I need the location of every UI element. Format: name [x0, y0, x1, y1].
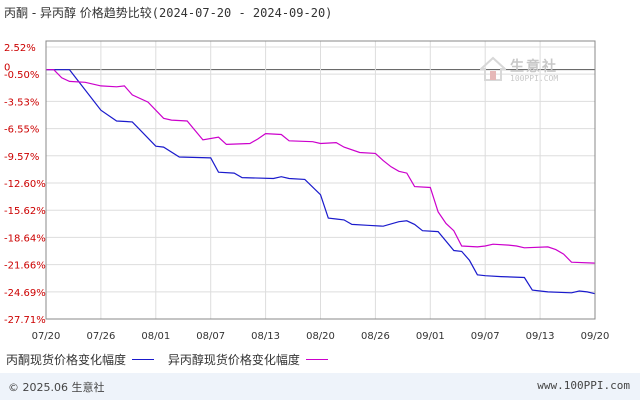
footer-copyright: © 2025.06 生意社	[8, 381, 105, 394]
y-tick-label: -0.50%	[4, 70, 39, 81]
watermark-logo: 生意社 100PPI.COM	[480, 54, 580, 88]
footer-website-link[interactable]: www.100PPI.com	[537, 379, 630, 392]
x-tick-label: 09/13	[526, 331, 555, 342]
legend-label-series-2: 异丙醇现货价格变化幅度	[167, 353, 300, 367]
x-tick-label: 09/07	[471, 331, 500, 342]
y-axis-ticks: 2.52% -0.50% -3.53% -6.55% -9.57% -12.60% -15.…	[4, 43, 46, 326]
y-tick-label: -15.62%	[4, 206, 46, 217]
zero-label: 0	[4, 63, 10, 74]
y-tick-label: -3.53%	[4, 97, 39, 108]
chart-title: 丙酮 - 异丙醇 价格趋势比较(2024-07-20 - 2024-09-20)	[4, 4, 332, 21]
plot-border	[45, 40, 596, 320]
footer-bar: © 2025.06 生意社 www.100PPI.com	[0, 373, 640, 400]
x-tick-label: 09/01	[416, 331, 445, 342]
y-tick-label: -12.60%	[4, 179, 46, 190]
y-tick-label: -6.55%	[4, 125, 39, 136]
legend-item-series-1: 丙酮现货价格变化幅度	[6, 351, 155, 368]
x-tick-label: 08/26	[361, 331, 390, 342]
legend-label-series-1: 丙酮现货价格变化幅度	[6, 353, 127, 367]
legend-swatch-series-1	[132, 359, 155, 360]
x-tick-label: 08/20	[306, 331, 335, 342]
y-tick-label: -18.64%	[4, 233, 46, 244]
y-tick-label: 2.52%	[4, 43, 36, 54]
x-tick-label: 09/20	[581, 331, 610, 342]
legend-item-series-2: 异丙醇现货价格变化幅度	[168, 351, 328, 368]
x-tick-label: 08/07	[196, 331, 225, 342]
x-tick-label: 07/26	[86, 331, 115, 342]
y-tick-label: -27.71%	[4, 315, 46, 326]
chart-date-range: (2024-07-20 - 2024-09-20)	[151, 6, 333, 20]
series-line-2	[46, 69, 596, 264]
chart-legend: 丙酮现货价格变化幅度 异丙醇现货价格变化幅度	[6, 351, 338, 368]
y-tick-label: -24.69%	[4, 288, 46, 299]
x-tick-label: 08/01	[141, 331, 170, 342]
y-tick-label: -9.57%	[4, 152, 39, 163]
watermark-text-en: 100PPI.COM	[510, 74, 559, 83]
line-chart: 2.52% -0.50% -3.53% -6.55% -9.57% -12.60% -15.…	[4, 40, 610, 342]
chart-title-text: 丙酮 - 异丙醇 价格趋势比较	[4, 6, 152, 20]
x-tick-label: 08/13	[251, 331, 280, 342]
house-logo-icon	[480, 56, 506, 81]
series-lines	[46, 69, 596, 295]
x-tick-label: 07/20	[32, 331, 61, 342]
legend-swatch-series-2	[305, 359, 328, 360]
y-tick-label: -21.66%	[4, 261, 46, 272]
x-axis-ticks: 07/20 07/26 08/01 08/07 08/13 08/20 08/26 09/01…	[32, 331, 610, 342]
watermark-text-cn: 生意社	[510, 59, 558, 75]
series-line-1	[46, 69, 596, 295]
